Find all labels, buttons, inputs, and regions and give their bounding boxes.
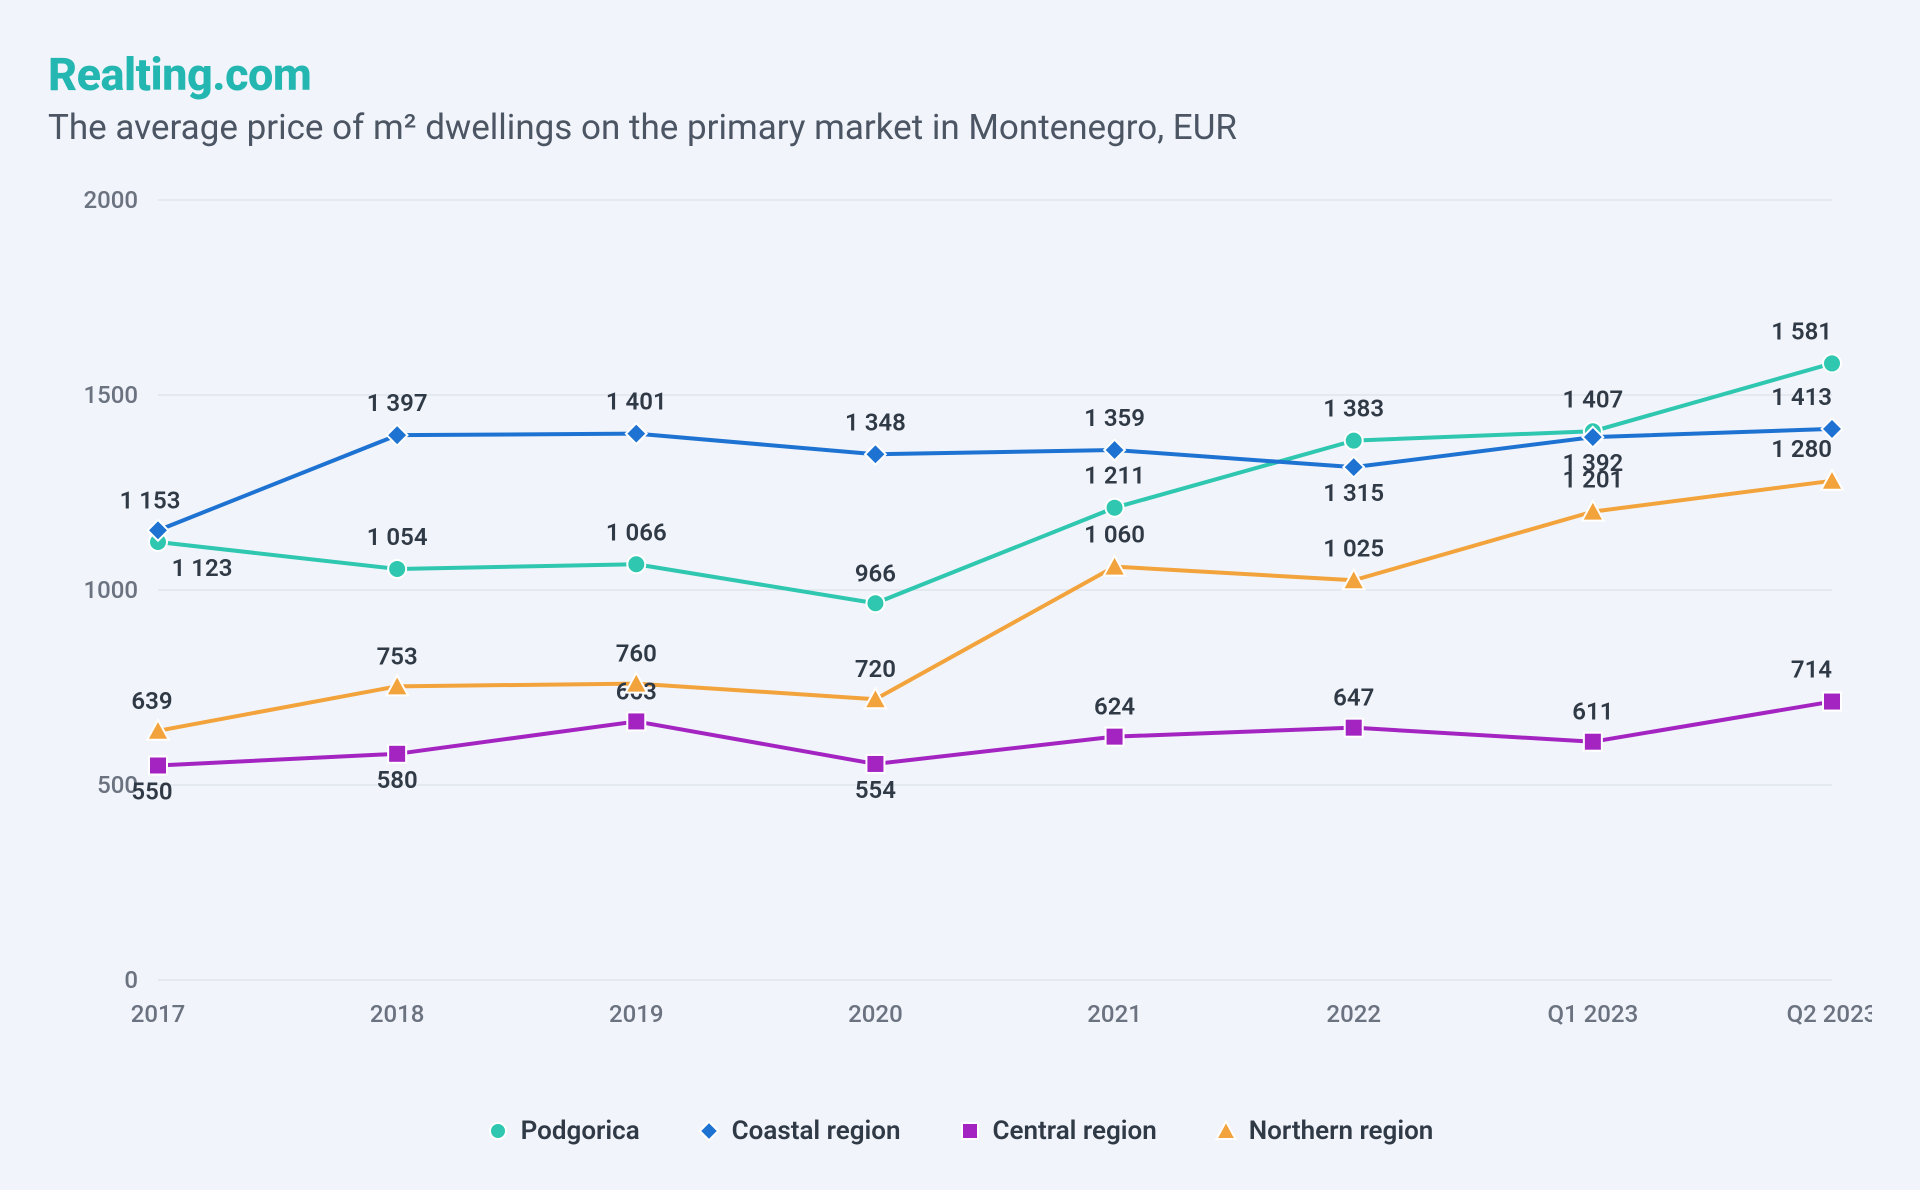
legend-swatch	[959, 1120, 981, 1142]
y-tick-label: 1500	[83, 381, 138, 409]
data-label: 1 280	[1771, 435, 1832, 463]
data-marker	[1823, 693, 1841, 711]
legend-label: Podgorica	[521, 1116, 640, 1146]
data-marker	[1823, 354, 1841, 372]
data-marker	[388, 560, 406, 578]
data-label: 1 211	[1084, 462, 1145, 490]
data-label: 720	[855, 655, 896, 683]
data-label: 550	[131, 778, 172, 806]
data-marker	[865, 444, 886, 465]
data-label: 1 348	[845, 408, 906, 436]
data-marker	[866, 594, 884, 612]
data-label: 639	[131, 687, 172, 715]
data-label: 1 025	[1323, 534, 1384, 562]
y-tick-label: 1000	[83, 576, 138, 604]
data-marker	[1345, 432, 1363, 450]
data-label: 1 201	[1562, 466, 1623, 494]
x-tick-label: 2021	[1087, 1000, 1142, 1028]
data-label: 554	[855, 776, 896, 804]
data-label: 714	[1791, 656, 1832, 684]
legend-swatch	[1215, 1120, 1237, 1142]
brand-title: Realting.com	[48, 48, 1872, 101]
data-label: 1 315	[1323, 479, 1384, 507]
chart-svg: 0500100015002000201720182019202020212022…	[48, 180, 1872, 1050]
data-marker	[866, 755, 884, 773]
data-label: 1 397	[367, 389, 428, 417]
x-tick-label: Q1 2023	[1548, 1000, 1639, 1028]
data-label: 966	[855, 559, 896, 587]
y-tick-label: 0	[124, 966, 138, 994]
data-label: 760	[616, 640, 657, 668]
data-label: 1 401	[606, 388, 667, 416]
chart-subtitle: The average price of m² dwellings on the…	[48, 107, 1872, 148]
legend-item: Coastal region	[698, 1116, 901, 1146]
x-tick-label: 2022	[1326, 1000, 1381, 1028]
data-marker	[627, 712, 645, 730]
data-label: 1 407	[1562, 385, 1623, 413]
x-tick-label: 2019	[609, 1000, 664, 1028]
legend-item: Central region	[959, 1116, 1157, 1146]
data-marker	[627, 555, 645, 573]
line-chart: 0500100015002000201720182019202020212022…	[48, 180, 1872, 1050]
data-marker	[387, 425, 408, 446]
y-tick-label: 2000	[83, 186, 138, 214]
data-label: 1 581	[1771, 317, 1832, 345]
data-label: 1 359	[1084, 404, 1145, 432]
data-marker	[149, 757, 167, 775]
data-marker	[1343, 457, 1364, 478]
legend-swatch	[487, 1120, 509, 1142]
data-marker	[388, 745, 406, 763]
legend-swatch	[698, 1120, 720, 1142]
data-marker	[1584, 733, 1602, 751]
x-tick-label: 2018	[370, 1000, 425, 1028]
legend-item: Podgorica	[487, 1116, 640, 1146]
legend-item: Northern region	[1215, 1116, 1434, 1146]
data-label: 1 066	[606, 518, 667, 546]
series-line	[158, 481, 1832, 731]
x-tick-label: Q2 2023	[1787, 1000, 1872, 1028]
x-tick-label: 2020	[848, 1000, 903, 1028]
data-label: 647	[1333, 684, 1374, 712]
data-marker	[1106, 499, 1124, 517]
legend-label: Coastal region	[732, 1116, 901, 1146]
data-label: 1 054	[367, 523, 428, 551]
data-label: 753	[377, 642, 418, 670]
legend-label: Northern region	[1249, 1116, 1434, 1146]
data-label: 1 383	[1323, 395, 1384, 423]
data-label: 1 413	[1771, 383, 1832, 411]
data-marker	[1106, 728, 1124, 746]
data-label: 624	[1094, 693, 1135, 721]
data-label: 611	[1572, 698, 1613, 726]
page-container: Realting.com The average price of m² dwe…	[0, 0, 1920, 1190]
data-label: 580	[377, 766, 418, 794]
data-label: 1 060	[1084, 521, 1145, 549]
data-label: 1 123	[172, 554, 233, 582]
data-label: 1 153	[120, 486, 181, 514]
x-tick-label: 2017	[131, 1000, 186, 1028]
legend-label: Central region	[993, 1116, 1157, 1146]
legend: Podgorica Coastal region Central region Nor…	[0, 1116, 1920, 1146]
data-marker	[1104, 440, 1125, 461]
data-marker	[1345, 719, 1363, 737]
data-marker	[626, 423, 647, 444]
